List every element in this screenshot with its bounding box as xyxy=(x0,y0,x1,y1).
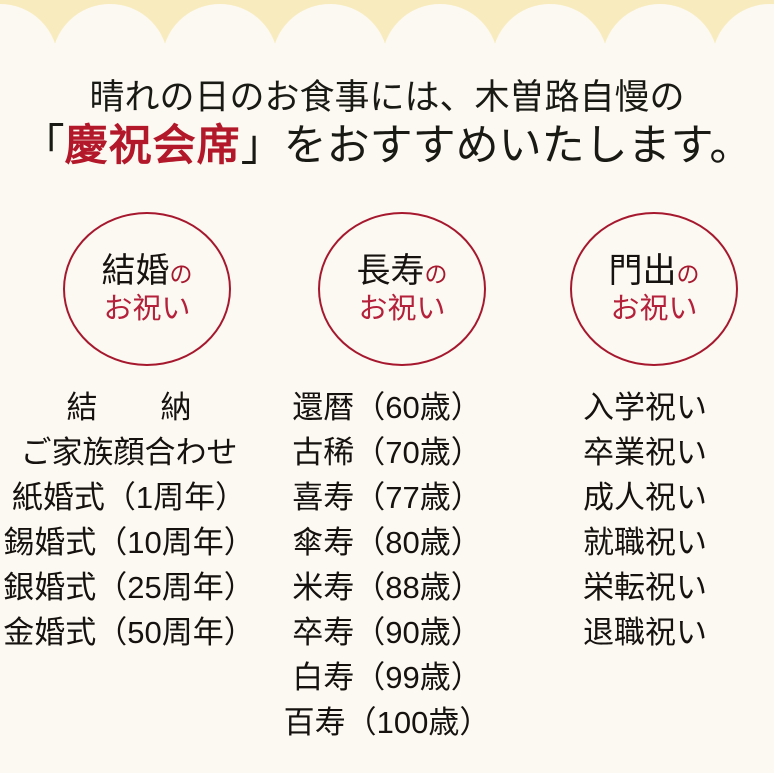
list-item: ご家族顔合わせ xyxy=(20,435,238,470)
badge-title: 長寿の xyxy=(356,252,448,290)
list-item: 錫婚式（10周年） xyxy=(3,525,255,560)
scallop-shape xyxy=(272,4,388,60)
occasion-columns: 結 納 ご家族顔合わせ 紙婚式（1周年） 錫婚式（10周年） 銀婚式（25周年）… xyxy=(0,385,774,755)
badge-row: 結婚の お祝い 長寿の お祝い 門出の お祝い xyxy=(0,212,774,372)
headline-tail: をおすすめいたします。 xyxy=(283,123,753,170)
list-item: 金婚式（50周年） xyxy=(3,615,255,650)
list-item: 栄転祝い xyxy=(583,570,707,605)
headline-line-1: 晴れの日のお食事には、木曽路自慢の xyxy=(89,78,685,117)
badge-new-beginnings: 門出の お祝い xyxy=(570,212,738,366)
scallop-shape xyxy=(492,4,608,60)
scallop-shape xyxy=(52,4,168,60)
headline-block: 晴れの日のお食事には、木曽路自慢の 「慶祝会席」をおすすめいたします。 xyxy=(0,80,774,168)
scallop-shape xyxy=(162,4,278,60)
badge-title-suffix: の xyxy=(169,261,193,287)
list-item: 結 納 xyxy=(66,390,208,425)
badge-title-main: 長寿 xyxy=(356,252,425,290)
badge-subtitle: お祝い xyxy=(358,292,446,325)
scallop-shape xyxy=(0,4,58,60)
close-bracket: 」 xyxy=(240,123,284,170)
badge-title: 結婚の xyxy=(101,252,193,290)
badge-title-main: 結婚 xyxy=(101,252,170,290)
scallop-shape xyxy=(382,4,498,60)
open-bracket: 「 xyxy=(21,123,65,170)
badge-subtitle: お祝い xyxy=(610,292,698,325)
course-name-accent: 慶祝会席 xyxy=(64,123,241,170)
list-item: 還暦（60歳） xyxy=(292,390,482,425)
badge-title-suffix: の xyxy=(424,261,448,287)
list-item: 卒業祝い xyxy=(583,435,707,470)
list-item: 喜寿（77歳） xyxy=(292,480,482,515)
list-item: 退職祝い xyxy=(583,615,707,650)
badge-subtitle: お祝い xyxy=(103,292,191,325)
occasion-column-longevity: 還暦（60歳） 古稀（70歳） 喜寿（77歳） 傘寿（80歳） 米寿（88歳） … xyxy=(258,385,516,755)
list-item: 米寿（88歳） xyxy=(292,570,482,605)
badge-title-main: 門出 xyxy=(608,252,677,290)
badge-longevity: 長寿の お祝い xyxy=(318,212,486,366)
list-item: 紙婚式（1周年） xyxy=(11,480,247,515)
scallop-shape xyxy=(602,4,718,60)
list-item: 古稀（70歳） xyxy=(292,435,482,470)
list-item: 銀婚式（25周年） xyxy=(3,570,255,605)
scallop-shape xyxy=(712,4,774,60)
list-item: 就職祝い xyxy=(583,525,707,560)
list-item: 成人祝い xyxy=(583,480,707,515)
list-item: 卒寿（90歳） xyxy=(292,615,482,650)
list-item: 入学祝い xyxy=(583,390,707,425)
occasion-column-new-beginnings: 入学祝い 卒業祝い 成人祝い 就職祝い 栄転祝い 退職祝い xyxy=(516,385,774,755)
scalloped-top-band xyxy=(0,0,774,60)
list-item: 百寿（100歳） xyxy=(283,705,491,740)
badge-wedding: 結婚の お祝い xyxy=(63,212,231,366)
badge-title-suffix: の xyxy=(676,261,700,287)
occasion-column-wedding: 結 納 ご家族顔合わせ 紙婚式（1周年） 錫婚式（10周年） 銀婚式（25周年）… xyxy=(0,385,258,755)
list-item: 傘寿（80歳） xyxy=(292,525,482,560)
badge-title: 門出の xyxy=(608,252,700,290)
headline-line-2: 「慶祝会席」をおすすめいたします。 xyxy=(0,125,774,168)
list-item: 白寿（99歳） xyxy=(292,660,482,695)
